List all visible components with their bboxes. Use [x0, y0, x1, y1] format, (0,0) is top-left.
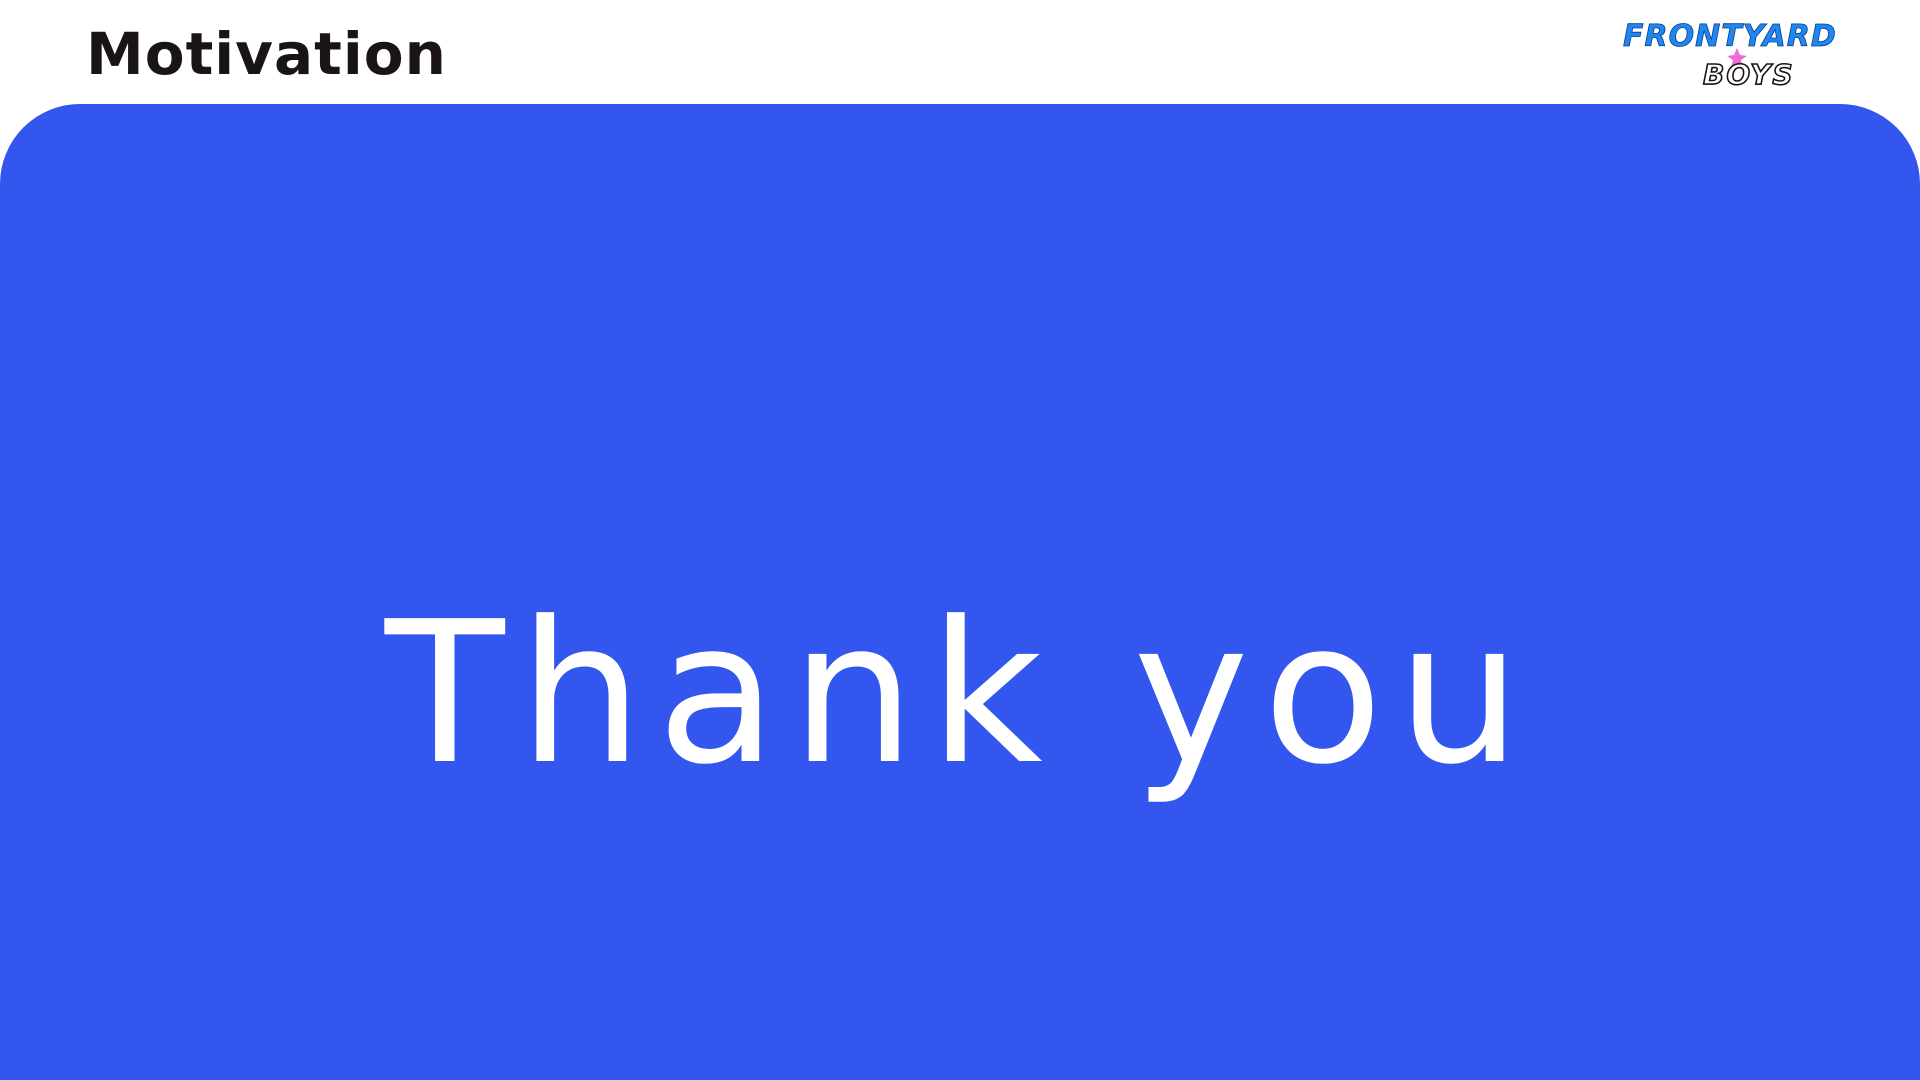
content-panel: Thank you — [0, 104, 1920, 1080]
thank-you-message: Thank you — [384, 580, 1536, 808]
page-title: Motivation — [86, 20, 447, 88]
svg-text:BOYS: BOYS — [1703, 58, 1795, 91]
brand-logo: FRONTYARD BOYS — [1615, 12, 1855, 92]
svg-text:FRONTYARD: FRONTYARD — [1623, 19, 1837, 54]
